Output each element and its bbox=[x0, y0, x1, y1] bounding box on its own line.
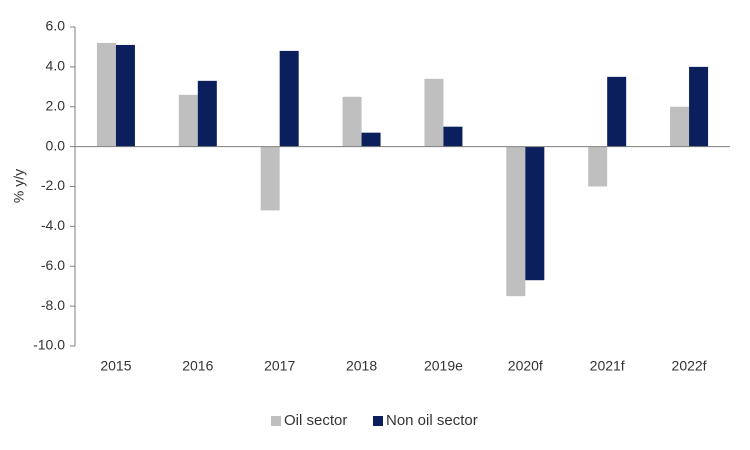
x-tick-label: 2020f bbox=[508, 358, 543, 374]
bar-oil-sector-2022f bbox=[670, 106, 690, 147]
bar-non-oil-sector-2016 bbox=[197, 80, 217, 147]
bars bbox=[96, 42, 709, 297]
x-tick-label: 2021f bbox=[590, 358, 625, 374]
x-tick-label: 2017 bbox=[264, 358, 295, 374]
y-axis-title: % y/y bbox=[11, 169, 27, 203]
y-tick-label: 6.0 bbox=[46, 18, 66, 34]
legend-label-non-oil-sector: Non oil sector bbox=[386, 412, 478, 429]
x-axis: 2015 2016 2017 2018 2019e 2020f 2021f 2022f bbox=[75, 146, 730, 374]
y-tick-label: 2.0 bbox=[46, 97, 66, 113]
bar-non-oil-sector-2018 bbox=[361, 132, 381, 147]
bar-oil-sector-2018 bbox=[342, 96, 362, 147]
bar-non-oil-sector-2021f bbox=[607, 76, 627, 147]
legend-swatch-non-oil-sector bbox=[373, 416, 383, 426]
y-tick-label: 0.0 bbox=[46, 137, 66, 153]
legend-label-oil-sector: Oil sector bbox=[284, 412, 347, 429]
bar-non-oil-sector-2022f bbox=[689, 66, 709, 147]
x-tick-label: 2015 bbox=[100, 358, 131, 374]
y-tick-label: -10.0 bbox=[33, 337, 65, 353]
bar-non-oil-sector-2015 bbox=[115, 44, 135, 147]
y-tick-label: -4.0 bbox=[41, 217, 65, 233]
bar-oil-sector-2021f bbox=[588, 146, 608, 187]
bar-oil-sector-2017 bbox=[260, 146, 280, 211]
y-tick-label: -2.0 bbox=[41, 177, 65, 193]
bar-oil-sector-2015 bbox=[96, 42, 116, 147]
legend: Oil sector Non oil sector bbox=[271, 412, 478, 429]
bar-non-oil-sector-2017 bbox=[279, 50, 299, 147]
bar-oil-sector-2016 bbox=[178, 94, 198, 147]
bar-non-oil-sector-2019e bbox=[443, 126, 463, 147]
x-tick-label: 2016 bbox=[182, 358, 213, 374]
y-tick-label: -6.0 bbox=[41, 257, 65, 273]
bar-oil-sector-2020f bbox=[506, 146, 526, 297]
bar-oil-sector-2019e bbox=[424, 78, 444, 147]
x-tick-label: 2022f bbox=[672, 358, 707, 374]
y-tick-label: -8.0 bbox=[41, 297, 65, 313]
x-tick-label: 2019e bbox=[424, 358, 463, 374]
legend-swatch-oil-sector bbox=[271, 416, 281, 426]
y-axis: 6.0 4.0 2.0 0.0 -2.0 -4.0 -6.0 -8.0 -10.0 bbox=[33, 18, 76, 353]
bar-non-oil-sector-2020f bbox=[525, 146, 545, 281]
y-tick-label: 4.0 bbox=[46, 58, 66, 74]
x-tick-label: 2018 bbox=[346, 358, 377, 374]
